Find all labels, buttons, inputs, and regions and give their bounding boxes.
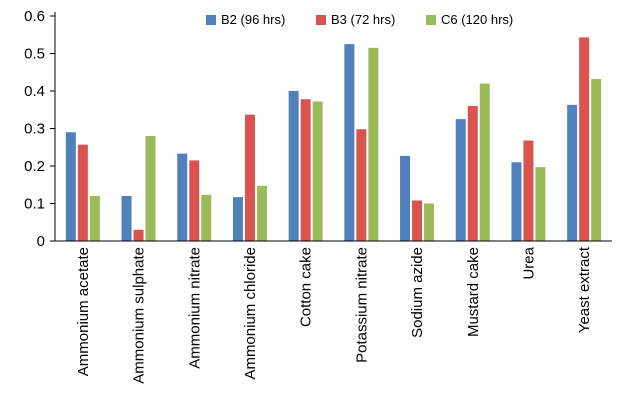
bar bbox=[424, 203, 435, 241]
bar bbox=[133, 229, 144, 241]
legend-label: C6 (120 hrs) bbox=[441, 12, 513, 27]
x-category-label: Yeast extract bbox=[576, 246, 593, 333]
bar bbox=[145, 136, 156, 241]
bar bbox=[189, 160, 200, 241]
bar bbox=[479, 83, 490, 241]
legend-swatch bbox=[206, 15, 216, 25]
bar bbox=[121, 196, 132, 241]
x-category-label: Ammonium nitrate bbox=[186, 247, 203, 369]
bar bbox=[312, 101, 323, 241]
y-tick-label: 0.5 bbox=[24, 46, 45, 63]
legend-swatch bbox=[426, 15, 436, 25]
x-category-label: Sodium azide bbox=[409, 247, 426, 338]
bar bbox=[467, 106, 478, 241]
y-tick-label: 0.4 bbox=[24, 83, 45, 100]
bar bbox=[511, 162, 522, 241]
bar bbox=[579, 37, 590, 241]
x-category-label: Ammonium chloride bbox=[242, 247, 259, 380]
bar bbox=[591, 79, 602, 241]
legend-swatch bbox=[316, 15, 326, 25]
y-axis-ticks: 0 0.1 0.2 0.3 0.4 0.5 0.6 bbox=[24, 8, 55, 250]
bar bbox=[344, 44, 355, 241]
y-tick-label: 0.3 bbox=[24, 121, 45, 138]
bar bbox=[523, 140, 534, 241]
y-tick-label: 0.1 bbox=[24, 196, 45, 213]
bar bbox=[77, 144, 88, 241]
bar bbox=[535, 167, 546, 241]
bar bbox=[356, 129, 367, 241]
x-category-label: Ammonium sulphate bbox=[131, 247, 148, 384]
x-category-label: Cotton cake bbox=[298, 247, 315, 327]
y-tick-label: 0.2 bbox=[24, 158, 45, 175]
bar bbox=[300, 99, 311, 241]
x-category-label: Potassium nitrate bbox=[353, 247, 370, 363]
legend-label: B3 (72 hrs) bbox=[331, 12, 395, 27]
bar bbox=[288, 91, 299, 241]
bar bbox=[400, 155, 411, 241]
bar bbox=[232, 197, 243, 241]
bar bbox=[567, 104, 578, 241]
x-category-label: Urea bbox=[520, 246, 537, 279]
bar bbox=[65, 132, 76, 241]
bar bbox=[412, 200, 423, 241]
y-tick-label: 0 bbox=[37, 233, 45, 250]
legend-label: B2 (96 hrs) bbox=[221, 12, 285, 27]
bar bbox=[89, 196, 100, 241]
x-category-label: Mustard cake bbox=[465, 247, 482, 337]
bar bbox=[244, 114, 255, 241]
bar bbox=[256, 185, 267, 241]
legend: B2 (96 hrs) B3 (72 hrs) C6 (120 hrs) bbox=[206, 12, 513, 27]
bar bbox=[455, 119, 466, 241]
bars bbox=[65, 37, 602, 241]
x-category-label: Ammonium acetate bbox=[75, 247, 92, 376]
bar bbox=[368, 47, 379, 241]
bar bbox=[201, 194, 212, 241]
y-tick-label: 0.6 bbox=[24, 8, 45, 25]
x-axis-category-labels: Ammonium acetate Ammonium sulphate Ammoniu… bbox=[75, 246, 593, 384]
bar bbox=[177, 153, 188, 241]
